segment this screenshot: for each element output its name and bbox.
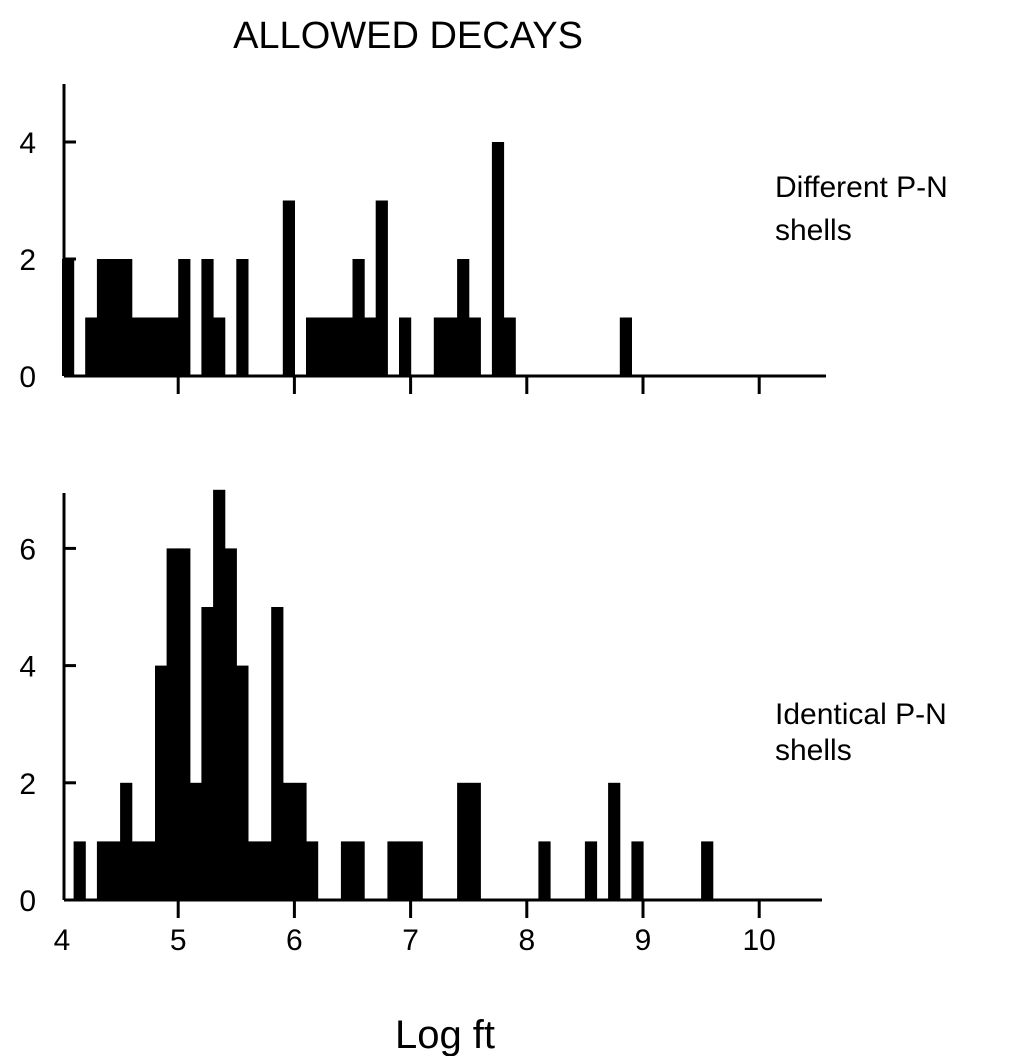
y-tick-label: 0 <box>19 885 36 918</box>
x-tick-label: 6 <box>286 924 303 957</box>
x-ticks-top <box>176 376 761 394</box>
histogram-bar <box>131 317 144 376</box>
histogram-bar <box>189 782 202 900</box>
histogram-bar <box>294 782 307 900</box>
histogram-bar <box>399 841 412 900</box>
histogram-bar <box>608 782 621 900</box>
chart-title: ALLOWED DECAYS <box>233 15 583 57</box>
histogram-bar <box>143 841 156 900</box>
histogram-bar <box>375 200 388 376</box>
histogram-bar <box>213 489 226 900</box>
y-tick-label: 4 <box>19 127 36 160</box>
histogram-bar <box>201 259 214 376</box>
histogram-bar <box>96 841 110 900</box>
histogram-bar <box>352 259 365 376</box>
histogram-bar <box>236 259 249 376</box>
histogram-bar <box>306 841 319 900</box>
histogram-bar <box>143 317 156 376</box>
histogram-bar <box>155 665 168 900</box>
histogram-bar <box>701 841 714 900</box>
histogram-bar <box>131 841 144 900</box>
x-ticks-bottom: 4 5 6 7 8 9 10 <box>54 900 776 957</box>
series-label-different-line2: shells <box>775 214 852 247</box>
y-tick-label: 4 <box>19 651 36 684</box>
histogram-bar <box>538 841 551 900</box>
histogram-bar <box>584 841 598 900</box>
x-tick-label: 4 <box>54 924 71 957</box>
histogram-bar <box>271 607 284 900</box>
y-tick-label: 6 <box>19 533 36 566</box>
histogram-bar <box>410 841 423 900</box>
histogram-bar <box>155 317 168 376</box>
bars-different-pn <box>62 142 632 376</box>
histogram-bar <box>85 317 98 376</box>
x-tick-label: 9 <box>635 924 652 957</box>
histogram-bar <box>445 317 458 376</box>
y-ticks-top: 0 2 4 <box>19 127 76 394</box>
histogram-bar <box>329 317 342 376</box>
histogram-bar <box>433 317 446 376</box>
histogram-bar <box>108 259 121 376</box>
histogram-bar <box>224 548 237 900</box>
x-tick-label: 7 <box>402 924 419 957</box>
bars-identical-pn <box>73 489 714 900</box>
histogram-bar <box>387 841 400 900</box>
y-tick-label: 2 <box>19 244 36 277</box>
histogram-bar <box>340 317 354 376</box>
x-tick-label: 10 <box>743 924 776 957</box>
histogram-bar <box>166 548 179 900</box>
histogram-bar <box>352 841 365 900</box>
histogram-bar <box>178 548 191 900</box>
histogram-bar <box>619 317 632 376</box>
histogram-bar <box>236 665 249 900</box>
histogram-bar <box>73 841 86 900</box>
histogram-bar <box>282 782 295 900</box>
series-label-identical-line2: shells <box>775 734 852 767</box>
histogram-bar <box>468 782 481 900</box>
histogram-bar <box>166 317 179 376</box>
histogram-bar <box>178 259 191 376</box>
histogram-bar <box>503 317 516 376</box>
histogram-bar <box>364 317 377 376</box>
histogram-bar <box>120 782 133 900</box>
histogram-bar <box>247 841 261 900</box>
histogram-bar <box>457 259 470 376</box>
panel-identical-pn-shells: 0 2 4 6 4 5 6 7 8 9 10 Identical P-N shells <box>19 489 947 957</box>
histogram-bar <box>96 259 110 376</box>
histogram-bar <box>120 259 133 376</box>
histogram-bar <box>108 841 121 900</box>
histogram-bar <box>340 841 354 900</box>
histogram-bar <box>213 317 226 376</box>
histogram-bar <box>631 841 644 900</box>
histogram-bar <box>259 841 272 900</box>
series-label-different-line1: Different P-N <box>775 171 948 204</box>
histogram-bar <box>306 317 319 376</box>
x-tick-label: 5 <box>170 924 187 957</box>
series-label-identical-line1: Identical P-N <box>775 698 947 731</box>
histogram-bar <box>457 782 470 900</box>
y-ticks-bottom: 0 2 4 6 <box>19 533 76 918</box>
y-tick-label: 0 <box>19 361 36 394</box>
histogram-bar <box>399 317 412 376</box>
histogram-bar <box>282 200 295 376</box>
x-tick-label: 8 <box>518 924 535 957</box>
y-tick-label: 2 <box>19 768 36 801</box>
panel-different-pn-shells: 0 2 4 Different P-N shells <box>19 84 948 394</box>
histogram-bar <box>491 142 505 376</box>
histogram-bar <box>201 607 214 900</box>
x-axis-label: Log ft <box>395 1013 495 1056</box>
histogram-bar <box>317 317 330 376</box>
histogram-bar <box>468 317 481 376</box>
